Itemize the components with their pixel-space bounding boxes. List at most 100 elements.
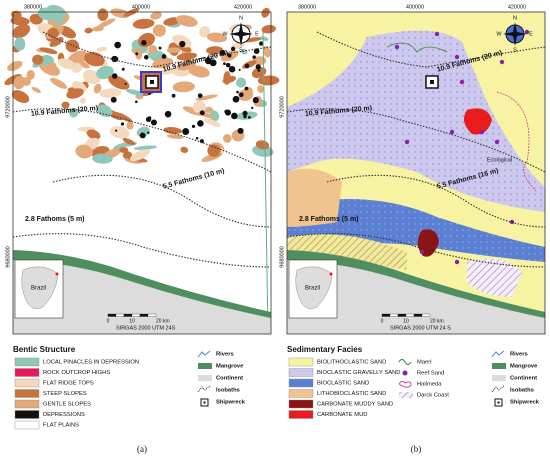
legend-symbol [497, 401, 500, 404]
mapline [262, 31, 269, 333]
depression [227, 53, 232, 58]
scale-segment [107, 313, 117, 317]
legend-label: Rivers [216, 352, 234, 358]
compass-star [229, 22, 253, 46]
y-tick-label: 9680000 [5, 246, 11, 267]
carbonate-muddy-sand [463, 108, 492, 135]
legend-symbol [402, 370, 408, 376]
compass-letter: S [513, 47, 517, 53]
seabed-patch [37, 7, 58, 21]
seabed-patch [31, 86, 41, 93]
legend-label: ROCK OUTCROP HIGHS [43, 370, 110, 376]
seabed-patch [255, 140, 270, 150]
inset-continent [21, 266, 59, 309]
depression [219, 49, 226, 56]
seabed-patch [125, 89, 144, 96]
seabed-patch [263, 45, 271, 58]
reef-sand-point [479, 129, 485, 135]
legend-label: FLAT PLAINS [43, 423, 79, 429]
depression [231, 112, 238, 120]
compass: N E S W [222, 15, 259, 53]
legend-swatch [288, 410, 314, 419]
x-tick-label: 380000 [24, 4, 42, 10]
seabed-patch [204, 106, 214, 114]
reef-sand-point [494, 139, 500, 145]
map: 10.9 Fathoms (20 m)10.9 Fathoms (20 m)5.… [286, 12, 546, 334]
seabed-patch [235, 77, 247, 88]
legend-label: Continent [510, 376, 537, 382]
scale-segment [397, 313, 407, 317]
seabed-patch [206, 46, 224, 55]
depression [135, 100, 138, 104]
scale-segment [131, 313, 141, 317]
isobath [316, 31, 546, 68]
depression [145, 116, 152, 122]
seabed-patch [96, 46, 108, 52]
ecological-boundary [496, 91, 538, 193]
reef-sand-point [449, 129, 455, 135]
seabed-patch [257, 75, 280, 86]
seabed-patch [126, 121, 134, 130]
halimeda-area [467, 258, 522, 297]
scale-segment [147, 313, 157, 317]
seabed-patch [148, 45, 158, 54]
compass-letter: E [255, 31, 259, 37]
legend-swatch [288, 357, 314, 367]
legend-swatch [288, 399, 314, 409]
seabed-patch [129, 149, 150, 162]
depression [115, 129, 118, 132]
inset-continent [295, 266, 333, 309]
seabed-patch [176, 15, 198, 27]
scale-segment [389, 313, 399, 317]
depression [143, 55, 149, 60]
depression [161, 54, 167, 59]
legend-label: Shipwreck [510, 400, 540, 406]
seabed-patch [257, 85, 264, 94]
seabed-patch [252, 145, 274, 157]
depression [244, 63, 250, 69]
seabed-patch [188, 65, 210, 78]
mangrove [287, 250, 545, 318]
depression [225, 62, 231, 68]
seabed-patch [46, 62, 57, 70]
depression [120, 122, 125, 126]
scale-segment [413, 313, 423, 317]
legend-label: BIOCLASTIC GRAVELLY SAND [317, 370, 400, 376]
seabed-patch [99, 88, 122, 98]
inset-label: Brazil [31, 286, 46, 292]
compass-letter: W [496, 31, 502, 37]
seabed-patch [261, 7, 270, 18]
legend-title: Sedimentary Facies [287, 345, 363, 354]
legend-symbol [398, 380, 412, 388]
seabed-patch [260, 36, 269, 41]
seabed-patch [13, 75, 26, 90]
shipwreck-core [430, 80, 434, 84]
legend-label: Reef Sand [417, 371, 444, 377]
seabed-patch [223, 71, 231, 85]
compass-star [503, 22, 527, 46]
legend-swatch [14, 368, 40, 377]
seabed-patch [75, 144, 93, 159]
reef-sand-point [524, 29, 530, 35]
continent [13, 250, 271, 334]
legend-swatch [288, 378, 314, 388]
seabed-patch [195, 94, 218, 101]
seabed-patch [92, 153, 113, 164]
depression [257, 69, 261, 72]
seabed-patch [163, 127, 183, 134]
seabed-patch [236, 111, 258, 120]
seabed-patch [69, 107, 79, 118]
legend-label: GENTLE SLOPES [43, 402, 91, 408]
legend-label: Mangrove [510, 364, 538, 370]
seabed-patch [135, 48, 143, 60]
legend-symbol [197, 350, 211, 358]
map-frame [12, 11, 272, 335]
seabed-patch [112, 142, 129, 150]
depression [114, 41, 122, 49]
depression [197, 120, 204, 127]
depression [140, 133, 146, 139]
seabed-patch [7, 60, 23, 72]
depression [112, 73, 118, 79]
crs-label: SIRGAS 2000 UTM 24 S [390, 325, 451, 331]
seabed-patch [232, 42, 245, 49]
